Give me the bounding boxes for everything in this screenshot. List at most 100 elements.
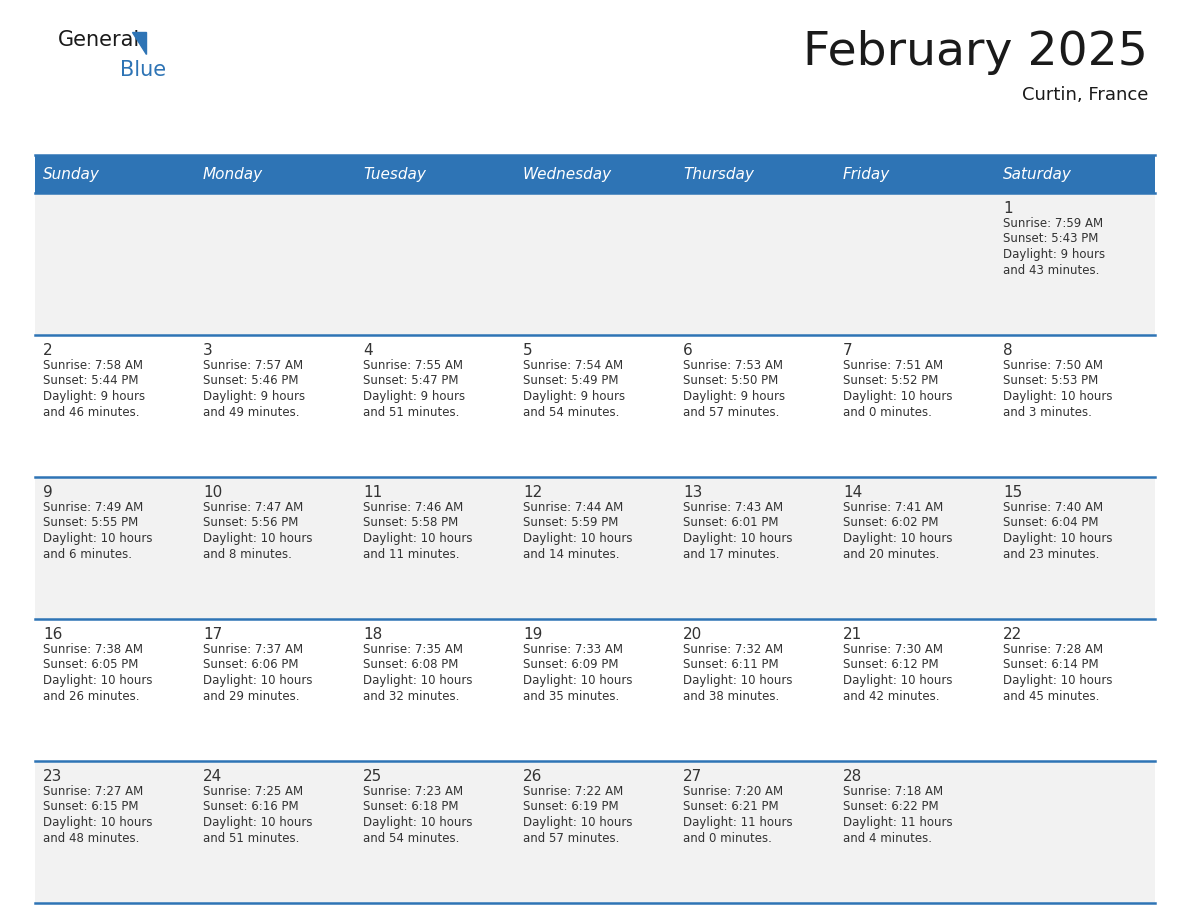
Bar (516, 619, 675, 761)
Text: Sunset: 5:52 PM: Sunset: 5:52 PM (843, 375, 939, 387)
Text: Daylight: 9 hours: Daylight: 9 hours (1003, 248, 1105, 261)
Text: Daylight: 10 hours: Daylight: 10 hours (1003, 532, 1112, 545)
Text: Sunset: 6:02 PM: Sunset: 6:02 PM (843, 517, 939, 530)
Text: and 0 minutes.: and 0 minutes. (683, 832, 772, 845)
Text: 3: 3 (203, 343, 213, 358)
Text: and 57 minutes.: and 57 minutes. (683, 406, 779, 419)
Text: Daylight: 9 hours: Daylight: 9 hours (43, 390, 145, 403)
Text: 2: 2 (43, 343, 52, 358)
Text: and 49 minutes.: and 49 minutes. (203, 406, 299, 419)
Text: Sunset: 6:15 PM: Sunset: 6:15 PM (43, 800, 139, 813)
Bar (195, 193, 355, 335)
Text: Daylight: 11 hours: Daylight: 11 hours (683, 816, 792, 829)
Bar (675, 619, 835, 761)
Text: Sunrise: 7:50 AM: Sunrise: 7:50 AM (1003, 359, 1102, 372)
Bar (996, 335, 1155, 477)
Text: Sunrise: 7:30 AM: Sunrise: 7:30 AM (843, 643, 943, 656)
Bar (516, 335, 675, 477)
Text: Daylight: 9 hours: Daylight: 9 hours (523, 390, 625, 403)
Text: Sunset: 6:19 PM: Sunset: 6:19 PM (523, 800, 619, 813)
Text: Blue: Blue (120, 60, 166, 80)
Bar (34, 619, 195, 761)
Text: Daylight: 10 hours: Daylight: 10 hours (843, 674, 953, 687)
Bar (835, 335, 996, 477)
Text: Sunrise: 7:33 AM: Sunrise: 7:33 AM (523, 643, 623, 656)
Bar (34, 193, 195, 335)
Text: Sunrise: 7:47 AM: Sunrise: 7:47 AM (203, 501, 303, 514)
Text: and 38 minutes.: and 38 minutes. (683, 689, 779, 702)
Text: Daylight: 9 hours: Daylight: 9 hours (364, 390, 466, 403)
Text: 18: 18 (364, 627, 383, 642)
Bar (34, 477, 195, 619)
Text: Friday: Friday (843, 166, 890, 182)
Text: 10: 10 (203, 485, 222, 500)
Text: Sunrise: 7:58 AM: Sunrise: 7:58 AM (43, 359, 143, 372)
Text: Sunrise: 7:57 AM: Sunrise: 7:57 AM (203, 359, 303, 372)
Text: 27: 27 (683, 769, 702, 784)
Text: Sunset: 6:04 PM: Sunset: 6:04 PM (1003, 517, 1099, 530)
Text: Daylight: 10 hours: Daylight: 10 hours (683, 674, 792, 687)
Text: General: General (58, 30, 140, 50)
Text: 11: 11 (364, 485, 383, 500)
Text: Sunset: 5:59 PM: Sunset: 5:59 PM (523, 517, 619, 530)
Text: Sunrise: 7:18 AM: Sunrise: 7:18 AM (843, 785, 943, 798)
Text: Sunset: 6:05 PM: Sunset: 6:05 PM (43, 658, 138, 671)
Text: 6: 6 (683, 343, 693, 358)
Text: Sunset: 6:16 PM: Sunset: 6:16 PM (203, 800, 298, 813)
Text: and 32 minutes.: and 32 minutes. (364, 689, 460, 702)
Text: 23: 23 (43, 769, 63, 784)
Text: Sunrise: 7:32 AM: Sunrise: 7:32 AM (683, 643, 783, 656)
Text: Daylight: 9 hours: Daylight: 9 hours (203, 390, 305, 403)
Text: Daylight: 10 hours: Daylight: 10 hours (364, 816, 473, 829)
Text: and 43 minutes.: and 43 minutes. (1003, 263, 1099, 276)
Bar (675, 335, 835, 477)
Text: Sunset: 6:21 PM: Sunset: 6:21 PM (683, 800, 778, 813)
Text: 24: 24 (203, 769, 222, 784)
Bar (516, 193, 675, 335)
Bar (34, 155, 1155, 193)
Bar (34, 335, 195, 477)
Bar (355, 761, 516, 903)
Text: and 11 minutes.: and 11 minutes. (364, 547, 460, 561)
Text: 14: 14 (843, 485, 862, 500)
Text: Daylight: 10 hours: Daylight: 10 hours (1003, 390, 1112, 403)
Text: Sunset: 6:01 PM: Sunset: 6:01 PM (683, 517, 778, 530)
Bar (996, 193, 1155, 335)
Text: Daylight: 10 hours: Daylight: 10 hours (364, 674, 473, 687)
Text: Daylight: 10 hours: Daylight: 10 hours (843, 532, 953, 545)
Text: and 57 minutes.: and 57 minutes. (523, 832, 619, 845)
Bar (195, 335, 355, 477)
Text: Sunset: 6:11 PM: Sunset: 6:11 PM (683, 658, 778, 671)
Text: and 51 minutes.: and 51 minutes. (203, 832, 299, 845)
Text: Sunrise: 7:43 AM: Sunrise: 7:43 AM (683, 501, 783, 514)
Text: 12: 12 (523, 485, 542, 500)
Text: and 6 minutes.: and 6 minutes. (43, 547, 132, 561)
Text: Monday: Monday (203, 166, 263, 182)
Text: 9: 9 (43, 485, 52, 500)
Bar (835, 193, 996, 335)
Text: and 54 minutes.: and 54 minutes. (523, 406, 619, 419)
Bar (355, 335, 516, 477)
Text: Daylight: 10 hours: Daylight: 10 hours (523, 674, 632, 687)
Text: 13: 13 (683, 485, 702, 500)
Text: and 23 minutes.: and 23 minutes. (1003, 547, 1099, 561)
Text: Sunrise: 7:28 AM: Sunrise: 7:28 AM (1003, 643, 1104, 656)
Text: Sunset: 5:53 PM: Sunset: 5:53 PM (1003, 375, 1098, 387)
Text: 22: 22 (1003, 627, 1022, 642)
Text: and 35 minutes.: and 35 minutes. (523, 689, 619, 702)
Bar (996, 619, 1155, 761)
Text: and 29 minutes.: and 29 minutes. (203, 689, 299, 702)
Text: Sunrise: 7:46 AM: Sunrise: 7:46 AM (364, 501, 463, 514)
Bar (996, 477, 1155, 619)
Text: Sunrise: 7:49 AM: Sunrise: 7:49 AM (43, 501, 144, 514)
Text: Daylight: 10 hours: Daylight: 10 hours (203, 532, 312, 545)
Text: Sunrise: 7:44 AM: Sunrise: 7:44 AM (523, 501, 624, 514)
Text: Thursday: Thursday (683, 166, 754, 182)
Text: Sunrise: 7:20 AM: Sunrise: 7:20 AM (683, 785, 783, 798)
Text: Sunrise: 7:37 AM: Sunrise: 7:37 AM (203, 643, 303, 656)
Text: and 46 minutes.: and 46 minutes. (43, 406, 139, 419)
Text: Sunrise: 7:35 AM: Sunrise: 7:35 AM (364, 643, 463, 656)
Bar (516, 477, 675, 619)
Text: Sunrise: 7:25 AM: Sunrise: 7:25 AM (203, 785, 303, 798)
Bar (195, 477, 355, 619)
